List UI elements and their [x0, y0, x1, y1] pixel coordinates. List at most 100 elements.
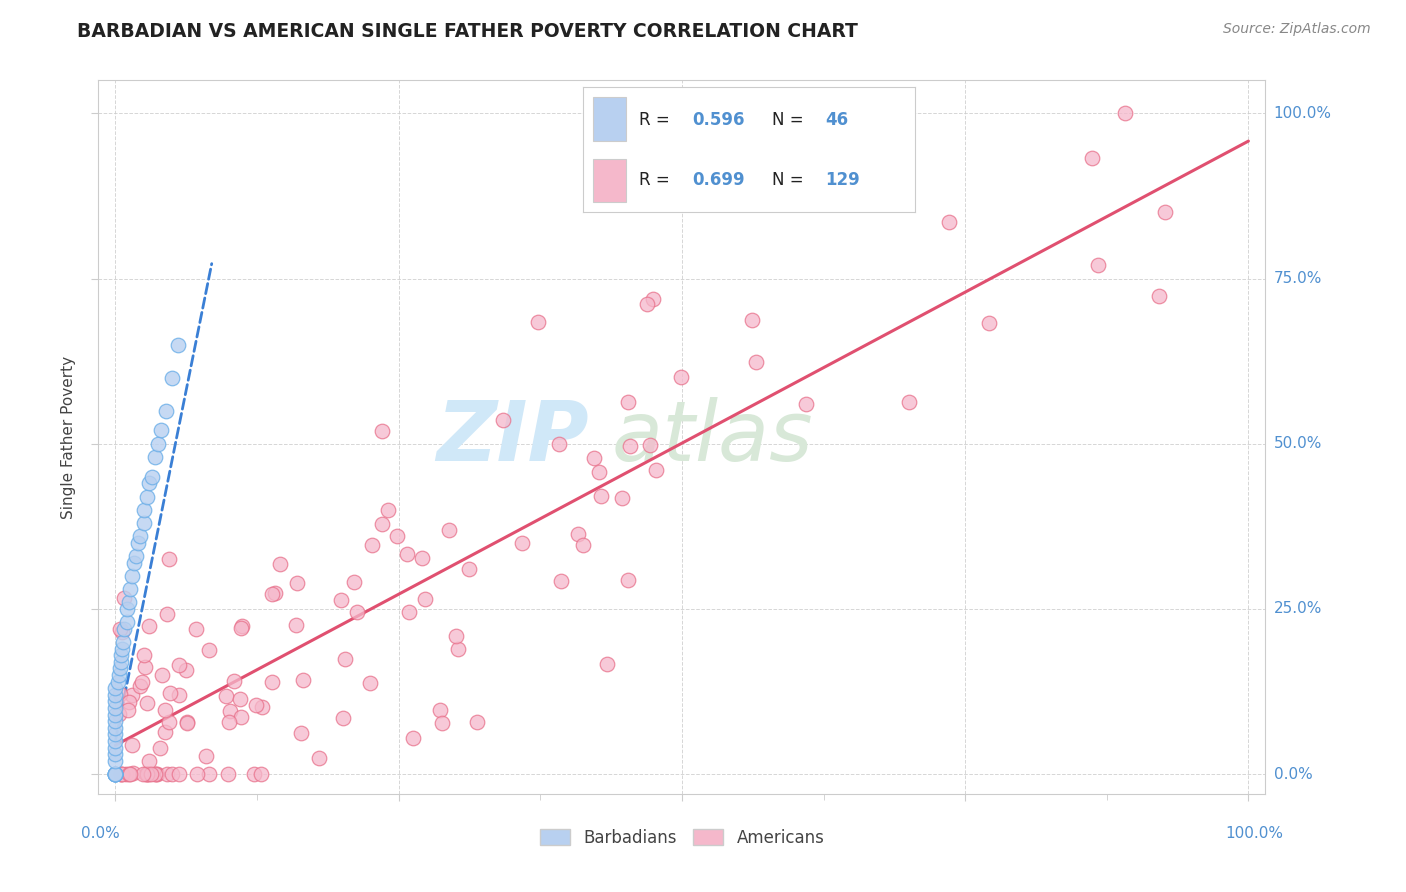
Point — [138, 767, 160, 781]
Point — [114, 622, 136, 636]
Point — [104, 767, 127, 781]
Point — [1147, 289, 1170, 303]
Point — [104, 740, 127, 755]
Point — [526, 315, 548, 329]
Text: BARBADIAN VS AMERICAN SINGLE FATHER POVERTY CORRELATION CHART: BARBADIAN VS AMERICAN SINGLE FATHER POVE… — [77, 22, 858, 41]
Point — [159, 685, 181, 699]
Point — [285, 618, 308, 632]
Point — [115, 615, 138, 629]
Point — [429, 703, 451, 717]
Point — [269, 557, 291, 571]
Point — [156, 607, 179, 621]
Point — [176, 715, 198, 730]
Point — [1153, 204, 1175, 219]
Point — [134, 659, 156, 673]
Point — [342, 575, 364, 590]
Point — [136, 696, 159, 710]
Point — [104, 767, 127, 781]
Point — [118, 695, 141, 709]
Point — [167, 689, 190, 703]
Point — [617, 395, 640, 409]
Point — [117, 767, 139, 781]
Point — [292, 673, 315, 687]
Point — [492, 412, 515, 426]
Point — [149, 741, 172, 756]
Point — [262, 675, 284, 690]
Point — [104, 727, 127, 741]
Point — [121, 569, 143, 583]
Point — [129, 529, 152, 543]
Point — [550, 574, 572, 588]
Point — [104, 688, 127, 702]
Point — [138, 476, 160, 491]
Point — [110, 767, 132, 781]
Point — [112, 591, 135, 605]
Point — [402, 731, 425, 745]
Point — [413, 592, 436, 607]
Point — [243, 767, 266, 781]
Point — [619, 439, 641, 453]
Point — [138, 619, 160, 633]
Point — [136, 490, 159, 504]
Point — [150, 668, 173, 682]
Point — [333, 651, 356, 665]
Point — [115, 602, 138, 616]
Point — [143, 767, 166, 781]
Point — [104, 694, 127, 708]
Point — [111, 767, 134, 781]
Point — [176, 715, 198, 730]
Text: 75.0%: 75.0% — [1274, 271, 1322, 286]
Point — [262, 587, 284, 601]
Point — [155, 403, 177, 417]
Point — [231, 619, 253, 633]
Point — [104, 707, 127, 722]
Point — [218, 715, 240, 730]
Point — [111, 624, 134, 639]
Point — [197, 643, 219, 657]
Text: 0.0%: 0.0% — [1274, 766, 1312, 781]
Point — [120, 582, 142, 596]
Point — [104, 767, 127, 781]
Point — [184, 622, 207, 636]
Point — [308, 751, 330, 765]
Point — [222, 673, 245, 688]
Point — [132, 502, 155, 516]
Point — [588, 465, 610, 479]
Point — [512, 535, 534, 549]
Point — [1081, 151, 1104, 165]
Point — [370, 517, 392, 532]
Point — [146, 767, 169, 781]
Point — [141, 767, 163, 781]
Point — [174, 663, 197, 677]
Point — [104, 721, 127, 735]
Point — [669, 370, 692, 384]
Text: atlas: atlas — [612, 397, 814, 477]
Point — [332, 711, 354, 725]
Point — [129, 679, 152, 693]
Point — [644, 463, 666, 477]
Point — [114, 767, 136, 781]
Point — [153, 703, 176, 717]
Point — [108, 687, 131, 701]
Point — [149, 424, 172, 438]
Point — [108, 668, 131, 682]
Point — [794, 397, 817, 411]
Point — [131, 675, 153, 690]
Point — [444, 629, 467, 643]
Point — [157, 714, 180, 729]
Point — [263, 586, 285, 600]
Text: 25.0%: 25.0% — [1274, 601, 1322, 616]
Point — [411, 550, 433, 565]
Point — [250, 767, 273, 781]
Point — [548, 437, 571, 451]
Point — [166, 337, 188, 351]
Point — [745, 355, 768, 369]
Point — [169, 767, 191, 781]
Point — [430, 715, 453, 730]
Point — [134, 648, 156, 662]
Point — [245, 698, 267, 713]
Point — [110, 655, 132, 669]
Text: 0.0%: 0.0% — [82, 826, 120, 841]
Point — [446, 642, 468, 657]
Point — [377, 502, 399, 516]
